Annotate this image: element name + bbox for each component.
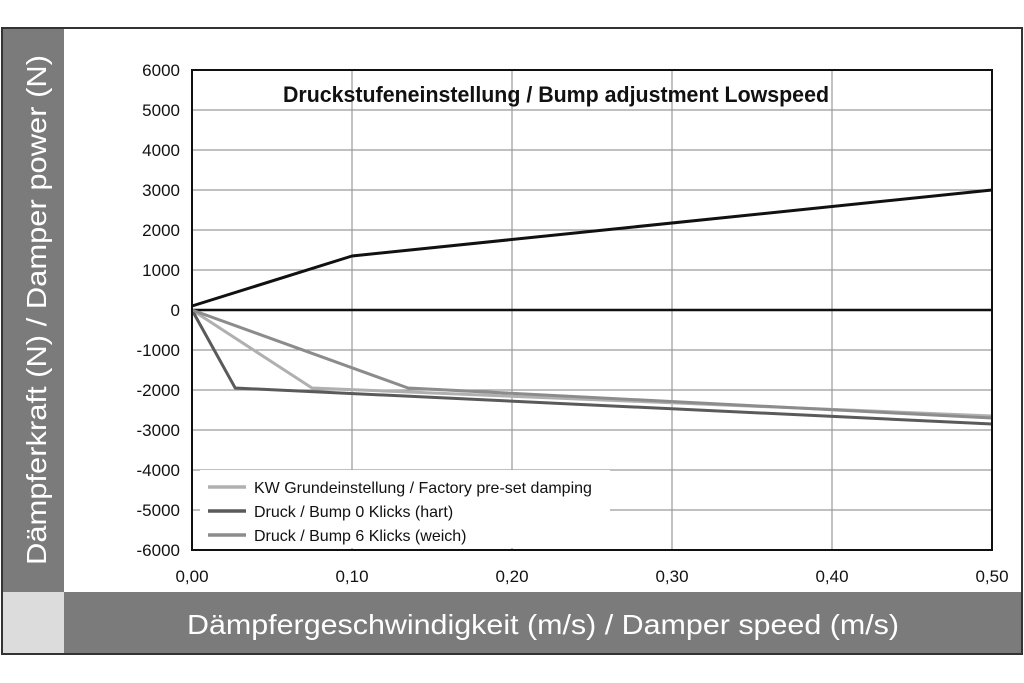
y-tick-label: 3000 [142, 181, 180, 200]
y-tick-label: -1000 [137, 341, 180, 360]
y-tick-label: -6000 [137, 541, 180, 560]
x-tick-labels: 0,00 0,10 0,20 0,30 0,40 0,50 [175, 567, 1008, 586]
x-axis-title-band [64, 592, 1021, 653]
y-tick-label: 2000 [142, 221, 180, 240]
y-axis-title: Dämpferkraft (N) / Damper power (N) [21, 55, 52, 565]
y-axis-title-band [3, 29, 64, 592]
corner-panel [3, 592, 64, 653]
series-line-3 [191, 308, 993, 420]
x-tick-label: 0,30 [655, 567, 688, 586]
y-tick-label: 1000 [142, 261, 180, 280]
legend-label-2: Druck / Bump 0 Klicks (hart) [254, 504, 453, 521]
legend-label-1: KW Grundeinstellung / Factory pre-set da… [254, 480, 592, 497]
series-group [190, 188, 993, 426]
series-line-0 [191, 188, 993, 308]
x-tick-label: 0,00 [175, 567, 208, 586]
y-tick-label: 5000 [142, 101, 180, 120]
y-tick-labels: 6000 5000 4000 3000 2000 1000 0 -1000 -2000 -3000… [137, 61, 180, 560]
chart-title: Druckstufeneinstellung / Bump adjustment… [283, 82, 829, 107]
y-tick-label: 0 [171, 301, 180, 320]
y-tick-label: -3000 [137, 421, 180, 440]
x-tick-label: 0,50 [975, 567, 1008, 586]
plot-border [191, 69, 993, 551]
y-tick-label: 6000 [142, 61, 180, 80]
y-tick-label: 4000 [142, 141, 180, 160]
y-tick-label: -4000 [137, 461, 180, 480]
legend: KW Grundeinstellung / Factory pre-set da… [208, 480, 592, 545]
y-tick-label: -5000 [137, 501, 180, 520]
x-tick-label: 0,40 [815, 567, 848, 586]
y-tick-label: -2000 [137, 381, 180, 400]
legend-label-3: Druck / Bump 6 Klicks (weich) [254, 528, 467, 545]
legend-box [200, 470, 610, 548]
x-tick-label: 0,20 [495, 567, 528, 586]
x-axis-title: Dämpfergeschwindigkeit (m/s) / Damper sp… [187, 609, 899, 640]
x-tick-label: 0,10 [335, 567, 368, 586]
series-line-2 [190, 309, 993, 426]
